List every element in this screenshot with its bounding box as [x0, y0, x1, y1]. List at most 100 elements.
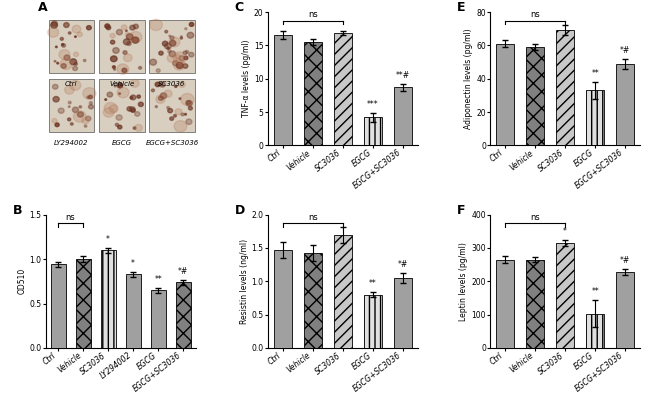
Circle shape	[183, 64, 188, 68]
Circle shape	[170, 117, 174, 120]
Circle shape	[118, 93, 120, 94]
Y-axis label: OD510: OD510	[18, 268, 27, 294]
Circle shape	[162, 41, 168, 46]
Circle shape	[169, 51, 176, 57]
Circle shape	[86, 26, 91, 30]
Circle shape	[185, 50, 188, 53]
Circle shape	[155, 106, 157, 108]
Circle shape	[51, 22, 57, 28]
Bar	[99, 79, 145, 132]
Circle shape	[122, 25, 127, 30]
Bar	[101, 250, 116, 348]
Text: Ctrl: Ctrl	[65, 81, 77, 87]
Circle shape	[179, 98, 181, 99]
Circle shape	[77, 32, 83, 37]
Bar	[51, 264, 66, 348]
Text: C: C	[235, 1, 244, 14]
Circle shape	[77, 112, 83, 117]
Bar	[99, 20, 145, 73]
Text: *#: *#	[620, 256, 630, 265]
Circle shape	[181, 36, 182, 37]
Text: A: A	[38, 1, 47, 14]
Circle shape	[82, 118, 89, 124]
Circle shape	[72, 25, 81, 33]
Text: EGCG+SC3036: EGCG+SC3036	[146, 140, 199, 146]
Text: **: **	[154, 274, 162, 284]
Bar	[176, 282, 190, 348]
Circle shape	[106, 26, 110, 30]
Bar	[526, 260, 544, 348]
Circle shape	[181, 94, 194, 105]
Circle shape	[181, 113, 184, 116]
Text: E: E	[457, 1, 465, 14]
Bar	[125, 274, 140, 348]
Circle shape	[123, 51, 127, 54]
Circle shape	[60, 59, 72, 70]
Circle shape	[135, 112, 140, 116]
Text: *#: *#	[178, 266, 188, 276]
Text: ns: ns	[530, 10, 540, 19]
Circle shape	[127, 42, 131, 46]
Circle shape	[159, 51, 163, 55]
Circle shape	[55, 123, 59, 127]
Text: Vehicle: Vehicle	[109, 81, 135, 87]
Y-axis label: Leptin levels (pg/ml): Leptin levels (pg/ml)	[460, 242, 469, 321]
Circle shape	[175, 109, 182, 115]
Bar	[274, 250, 292, 348]
Circle shape	[186, 100, 192, 106]
Bar	[149, 79, 195, 132]
Circle shape	[64, 23, 69, 28]
Bar	[49, 79, 94, 132]
Circle shape	[58, 108, 64, 113]
Circle shape	[51, 21, 57, 26]
Circle shape	[187, 101, 190, 104]
Circle shape	[64, 55, 70, 60]
Circle shape	[112, 48, 119, 53]
Circle shape	[150, 19, 162, 30]
Circle shape	[189, 22, 194, 26]
Circle shape	[75, 36, 76, 37]
Circle shape	[88, 105, 94, 109]
Circle shape	[185, 28, 187, 30]
Circle shape	[170, 36, 174, 40]
Bar	[304, 253, 322, 348]
Circle shape	[159, 96, 163, 100]
Circle shape	[129, 107, 135, 112]
Bar	[334, 33, 352, 145]
Text: *#: *#	[398, 260, 408, 269]
Circle shape	[131, 95, 136, 100]
Circle shape	[169, 37, 180, 47]
Circle shape	[88, 95, 92, 99]
Circle shape	[130, 25, 135, 30]
Circle shape	[131, 108, 135, 112]
Bar	[556, 30, 574, 145]
Circle shape	[83, 59, 86, 62]
Circle shape	[57, 62, 58, 64]
Bar	[496, 260, 514, 348]
Bar	[364, 295, 382, 348]
Circle shape	[164, 90, 172, 97]
Circle shape	[47, 28, 58, 37]
Text: **: **	[592, 69, 599, 78]
Circle shape	[127, 34, 133, 40]
Bar	[304, 42, 322, 145]
Text: ns: ns	[308, 213, 318, 222]
Circle shape	[174, 60, 185, 70]
Circle shape	[109, 105, 118, 112]
Circle shape	[68, 101, 71, 104]
Circle shape	[68, 106, 70, 108]
Circle shape	[167, 106, 170, 109]
Bar	[151, 290, 166, 348]
Circle shape	[111, 56, 117, 62]
Text: **: **	[592, 287, 599, 296]
Circle shape	[173, 52, 186, 64]
Circle shape	[74, 63, 77, 65]
Circle shape	[70, 80, 81, 90]
Circle shape	[53, 96, 59, 102]
Circle shape	[187, 32, 194, 38]
Circle shape	[60, 38, 64, 40]
Circle shape	[116, 115, 122, 120]
Circle shape	[156, 69, 160, 72]
Bar	[616, 64, 634, 145]
Circle shape	[55, 46, 57, 48]
